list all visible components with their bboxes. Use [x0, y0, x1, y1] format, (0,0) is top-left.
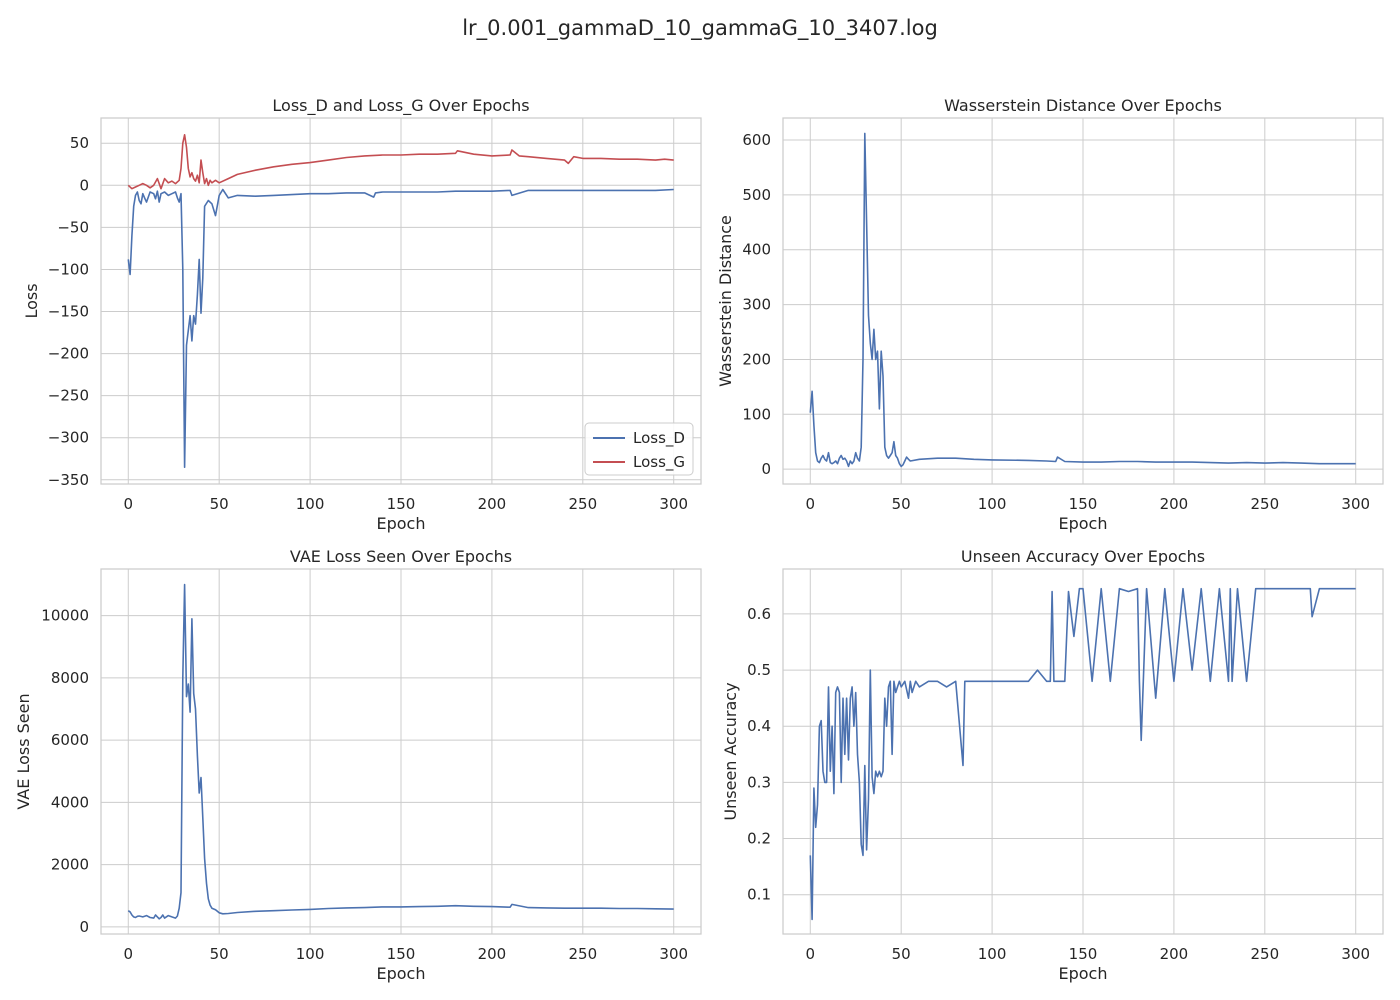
axes-frame	[100, 117, 702, 485]
y-tick-label: 0	[79, 176, 89, 194]
y-tick-label: 8000	[51, 669, 89, 687]
x-tick-label: 0	[123, 945, 133, 963]
x-tick-label: 200	[478, 495, 507, 513]
x-tick-label: 0	[805, 495, 815, 513]
chart-panel-vae-loss: 0 50 100 150 200 250 300 10000 8000 6000 4000 2000 0…	[14, 547, 702, 983]
y-tick-label: −200	[48, 345, 89, 363]
series-line-loss-d	[127, 188, 674, 469]
x-tick-label: 50	[892, 495, 911, 513]
y-axis-label: VAE Loss Seen	[14, 693, 33, 809]
y-tick-label: 0.3	[747, 773, 771, 791]
x-axis-label: Epoch	[1059, 964, 1108, 983]
x-tick-label: 250	[568, 945, 597, 963]
x-tick-label: 250	[1250, 945, 1279, 963]
y-tick-label: −100	[48, 260, 89, 278]
legend-label: Loss_G	[633, 453, 685, 472]
chart-title: Loss_D and Loss_G Over Epochs	[272, 96, 529, 116]
y-tick-label: −250	[48, 387, 89, 405]
x-tick-label: 50	[210, 945, 229, 963]
x-tick-label: 150	[387, 945, 416, 963]
y-tick-label: 0.1	[747, 886, 771, 904]
chart-panel-loss: 0 50 100 150 200 250 300 50 0 −50 −100 −150 −200 −250…	[22, 96, 702, 533]
y-tick-label: 300	[742, 296, 771, 314]
y-tick-label: 200	[742, 350, 771, 368]
series-line-main	[809, 587, 1356, 921]
y-axis-label: Unseen Accuracy	[721, 682, 740, 820]
x-tick-label: 100	[296, 945, 325, 963]
series-line-main	[127, 583, 674, 920]
x-tick-label: 0	[805, 945, 815, 963]
chart-panel-unseen-accuracy: 0 50 100 150 200 250 300 0.6 0.5 0.4 0.3 0.2 0.1 Unse…	[721, 547, 1384, 983]
x-tick-label: 250	[1250, 495, 1279, 513]
x-axis-label: Epoch	[377, 514, 426, 533]
chart-title: Wasserstein Distance Over Epochs	[944, 96, 1222, 115]
y-tick-label: 10000	[41, 607, 89, 625]
chart-title: VAE Loss Seen Over Epochs	[290, 547, 512, 566]
y-tick-label: 100	[742, 405, 771, 423]
y-tick-label: 4000	[51, 793, 89, 811]
x-axis-label: Epoch	[377, 964, 426, 983]
y-tick-label: 0.5	[747, 661, 771, 679]
y-tick-label: 600	[742, 131, 771, 149]
chart-panel-wasserstein: 0 50 100 150 200 250 300 600 500 400 300 200 100 0 Was…	[716, 96, 1384, 533]
y-tick-label: −300	[48, 429, 89, 447]
x-tick-label: 300	[1341, 495, 1370, 513]
figure-title: lr_0.001_gammaD_10_gammaG_10_3407.log	[462, 16, 938, 40]
x-tick-label: 300	[659, 495, 688, 513]
y-tick-label: 0	[79, 918, 89, 936]
y-axis-label: Loss	[22, 283, 41, 318]
y-tick-label: 0.4	[747, 717, 771, 735]
y-tick-label: 0.6	[747, 605, 771, 623]
legend-label: Loss_D	[633, 429, 685, 448]
y-tick-label: 0	[761, 460, 771, 478]
x-tick-label: 250	[568, 495, 597, 513]
x-tick-label: 150	[1069, 945, 1098, 963]
x-tick-label: 300	[1341, 945, 1370, 963]
x-tick-label: 50	[210, 495, 229, 513]
x-tick-label: 200	[478, 945, 507, 963]
y-tick-label: 2000	[51, 856, 89, 874]
axes-frame	[782, 568, 1384, 935]
x-tick-label: 300	[659, 945, 688, 963]
y-tick-label: −50	[57, 218, 89, 236]
x-tick-label: 200	[1160, 945, 1189, 963]
axes-frame	[100, 568, 702, 935]
axes-frame	[782, 117, 1384, 485]
chart-title: Unseen Accuracy Over Epochs	[961, 547, 1205, 566]
series-line-loss-g	[127, 134, 674, 190]
x-tick-label: 0	[123, 495, 133, 513]
y-tick-label: 500	[742, 186, 771, 204]
x-tick-label: 150	[1069, 495, 1098, 513]
x-tick-label: 100	[978, 495, 1007, 513]
x-tick-label: 100	[978, 945, 1007, 963]
y-tick-label: −350	[48, 471, 89, 489]
y-axis-label: Wasserstein Distance	[716, 215, 735, 387]
y-tick-label: 400	[742, 241, 771, 259]
x-tick-label: 200	[1160, 495, 1189, 513]
x-tick-label: 50	[892, 945, 911, 963]
y-tick-label: −150	[48, 303, 89, 321]
x-axis-label: Epoch	[1059, 514, 1108, 533]
x-tick-label: 100	[296, 495, 325, 513]
y-tick-label: 0.2	[747, 830, 771, 848]
x-tick-label: 150	[387, 495, 416, 513]
y-tick-label: 50	[70, 134, 89, 152]
series-line-main	[809, 132, 1356, 468]
y-tick-label: 6000	[51, 731, 89, 749]
